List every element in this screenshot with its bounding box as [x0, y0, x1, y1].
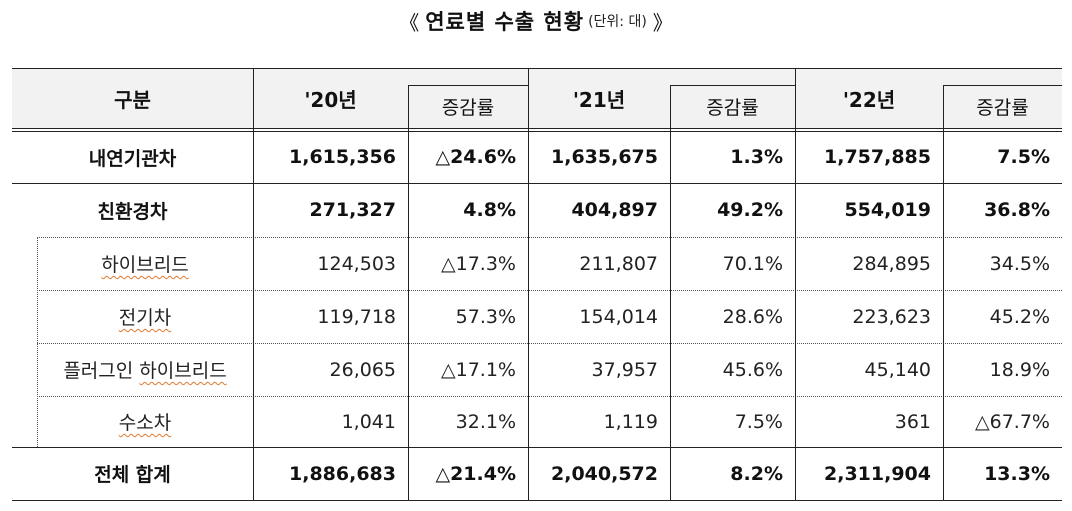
cell-rate: 7.5%	[734, 410, 783, 433]
cell-rate: 45.6%	[722, 358, 783, 381]
row-label-hybrid: 하이브리드	[37, 237, 253, 290]
row-label-ev: 전기차	[37, 290, 253, 343]
title-unit: (단위: 대)	[588, 14, 647, 30]
header-year-21: '21년	[572, 87, 626, 112]
cell-value: 1,615,356	[289, 146, 396, 168]
header-year-22: '22년	[842, 87, 896, 112]
row-label-text: 하이브리드	[101, 254, 189, 276]
subheader-line	[670, 85, 795, 86]
cell-value: 211,807	[579, 252, 658, 275]
cell-rate: 36.8%	[984, 199, 1050, 221]
close-bracket: 》	[652, 10, 673, 35]
cell-value: 45,140	[864, 358, 931, 381]
open-bracket: 《	[399, 10, 420, 35]
cell-value: 284,895	[852, 252, 931, 275]
cell-rate: △17.3%	[441, 252, 516, 275]
cell-rate: △24.6%	[435, 146, 516, 168]
cell-rate: 32.1%	[455, 410, 516, 433]
cell-value: 26,065	[329, 358, 396, 381]
col-divider	[795, 68, 796, 500]
cell-rate: 49.2%	[717, 199, 783, 221]
row-label-text-part1: 플러그인	[63, 360, 134, 382]
col-divider	[943, 85, 944, 500]
row-label-phev: 플러그인 하이브리드	[37, 343, 253, 396]
cell-rate: 7.5%	[997, 146, 1050, 168]
cell-value: 404,897	[571, 199, 658, 221]
row-label-text: 전기차	[118, 307, 172, 329]
total-top-border	[12, 447, 1062, 448]
row-label-total: 전체 합계	[94, 464, 171, 486]
row-divider-dotted	[37, 237, 1062, 238]
cell-rate: 4.8%	[463, 199, 516, 221]
cell-value: 271,327	[309, 199, 396, 221]
header-bottom-border-1	[12, 128, 1062, 129]
cell-rate: △17.1%	[441, 358, 516, 381]
header-category: 구분	[114, 87, 151, 112]
cell-rate: 18.9%	[989, 358, 1050, 381]
col-divider	[670, 85, 671, 500]
row-divider-dotted	[37, 343, 1062, 344]
row-label-fcev: 수소차	[37, 396, 253, 447]
cell-value: 361	[894, 410, 931, 433]
row-divider	[12, 183, 1062, 184]
header-bottom-border-2	[12, 131, 1062, 132]
cell-value: 154,014	[579, 305, 658, 328]
cell-rate: 1.3%	[730, 146, 783, 168]
table-bottom-border	[12, 500, 1062, 501]
cell-rate: △67.7%	[975, 410, 1050, 433]
cell-value: 1,041	[341, 410, 396, 433]
row-divider-dotted	[37, 290, 1062, 291]
row-divider-dotted	[37, 396, 1062, 397]
cell-value: 2,040,572	[551, 462, 658, 485]
cell-rate: 13.3%	[984, 462, 1050, 485]
row-label-text-part2: 하이브리드	[139, 360, 227, 382]
cell-value: 2,311,904	[824, 462, 931, 485]
row-label-eco: 친환경차	[97, 200, 168, 223]
cell-rate: 45.2%	[989, 305, 1050, 328]
cell-rate: 70.1%	[722, 252, 783, 275]
header-rate-20: 증감률	[441, 97, 495, 119]
title-main: 연료별 수출 현황	[425, 10, 585, 34]
subheader-line	[943, 85, 1062, 86]
col-divider	[408, 85, 409, 500]
subheader-line	[408, 85, 528, 86]
row-label-ice: 내연기관차	[88, 147, 177, 170]
cell-value: 1,886,683	[289, 462, 396, 485]
cell-value: 1,119	[603, 410, 658, 433]
header-rate-22: 증감률	[976, 97, 1029, 119]
cell-value: 119,718	[317, 305, 396, 328]
subgroup-left-border	[37, 237, 38, 447]
header-year-20: '20년	[304, 87, 357, 112]
cell-rate: 34.5%	[989, 252, 1050, 275]
cell-rate: 57.3%	[455, 305, 516, 328]
row-label-text: 수소차	[118, 412, 172, 434]
header-background	[12, 68, 1062, 129]
col-divider	[528, 68, 529, 500]
cell-value: 124,503	[317, 252, 396, 275]
cell-rate: △21.4%	[435, 462, 516, 485]
table-title: 《 연료별 수출 현황 (단위: 대) 》	[0, 6, 1072, 42]
cell-rate: 8.2%	[730, 462, 783, 485]
header-rate-21: 증감률	[706, 97, 759, 119]
cell-rate: 28.6%	[722, 305, 783, 328]
cell-value: 223,623	[852, 305, 931, 328]
cell-value: 554,019	[844, 199, 931, 221]
cell-value: 1,757,885	[824, 146, 931, 168]
table-top-border	[12, 68, 1062, 69]
cell-value: 37,957	[591, 358, 658, 381]
col-divider	[253, 68, 254, 500]
cell-value: 1,635,675	[551, 146, 658, 168]
